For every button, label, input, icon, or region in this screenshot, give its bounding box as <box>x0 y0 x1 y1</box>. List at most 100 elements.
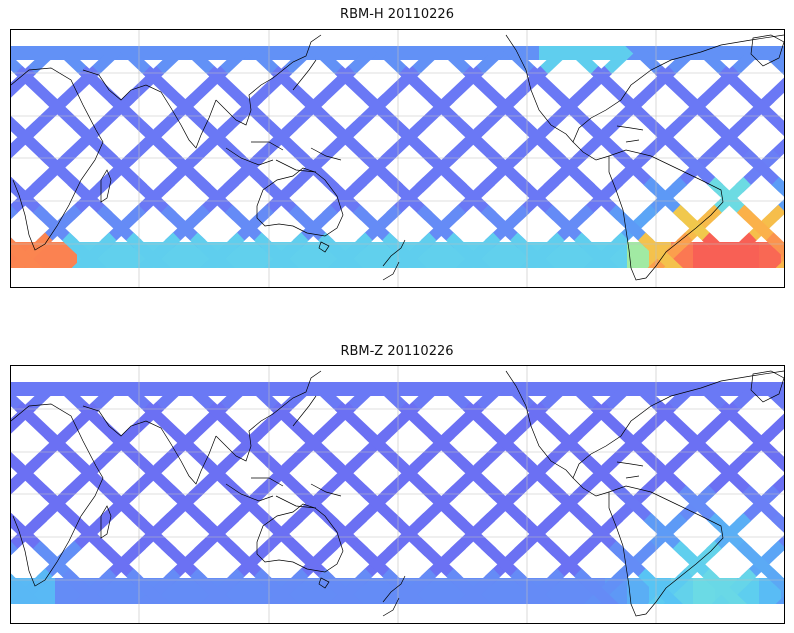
south-america-coast <box>608 485 724 617</box>
ascending-track-segment <box>455 232 501 268</box>
descending-track-segment <box>206 401 252 446</box>
descending-track-segment <box>585 457 630 501</box>
descending-track-segment <box>510 568 555 604</box>
ascending-track-segment <box>148 46 194 82</box>
north-band-cell <box>143 46 166 60</box>
descending-track-segment <box>480 204 526 249</box>
ascending-track-segment <box>770 199 784 221</box>
descending-track-segment <box>608 204 654 249</box>
south-band-cell <box>495 578 518 604</box>
ascending-track-segment <box>327 232 373 268</box>
ascending-track-segment <box>327 568 373 604</box>
ascending-track-segment <box>596 46 642 82</box>
descending-track-segment <box>201 457 246 501</box>
greenland-coast <box>750 34 784 67</box>
central-america-coast <box>572 477 610 497</box>
descending-track-segment <box>49 46 95 82</box>
descending-track-segment <box>521 457 566 501</box>
ascending-track-segment <box>212 46 258 82</box>
descending-track-segment <box>270 401 316 446</box>
descending-track-segment <box>96 204 142 249</box>
descending-track-segment <box>398 65 444 110</box>
descending-track-segment <box>491 93 537 138</box>
descending-track-segment <box>736 540 782 585</box>
descending-track-segment <box>649 121 694 165</box>
south-band-cell <box>231 578 254 604</box>
descending-track-segment <box>131 512 177 557</box>
satellite-tracks <box>11 382 784 604</box>
ascending-track-segment <box>764 138 784 165</box>
south-band-cell <box>627 242 650 268</box>
descending-track-segment <box>224 204 270 249</box>
descending-track-segment <box>702 232 747 268</box>
descending-track-segment <box>718 65 764 110</box>
descending-track-segment <box>352 204 398 249</box>
greenland-coast <box>750 370 784 403</box>
satellite-tracks <box>11 46 784 268</box>
descending-track-segment <box>462 65 508 110</box>
descending-track-segment <box>486 149 532 193</box>
descending-track-segment <box>241 46 287 82</box>
descending-track-segment <box>265 121 310 165</box>
descending-track-segment <box>742 485 784 529</box>
descending-track-segment <box>38 149 84 193</box>
descending-track-segment <box>515 512 561 557</box>
ascending-track-segment <box>340 46 386 82</box>
descending-track-segment <box>497 46 543 82</box>
north-america-coast <box>505 370 784 479</box>
south-band-cell <box>693 578 716 604</box>
arabia-india-coast <box>82 69 217 149</box>
caribbean-islands <box>616 461 644 479</box>
descending-track-segment <box>398 401 444 446</box>
africa-coast <box>11 403 104 587</box>
descending-track-segment <box>195 512 241 557</box>
new-zealand-coast <box>382 239 406 281</box>
descending-track-segment <box>318 568 363 604</box>
descending-track-segment <box>107 93 153 138</box>
descending-track-segment <box>166 485 212 529</box>
descending-track-segment <box>11 391 31 418</box>
north-band-cell <box>209 382 232 396</box>
descending-track-segment <box>683 429 729 474</box>
south-band-cell <box>561 578 584 604</box>
north-band-cell <box>11 46 34 60</box>
ascending-track-segment <box>20 382 66 418</box>
descending-track-segment <box>486 485 532 529</box>
descending-track-segment <box>544 540 590 585</box>
south-band-cell <box>429 242 452 268</box>
ascending-track-segment <box>647 232 693 268</box>
tasmania-coast <box>318 577 330 589</box>
descending-track-segment <box>235 429 281 474</box>
ascending-track-segment <box>764 474 784 501</box>
descending-track-segment <box>126 568 171 604</box>
ascending-track-segment <box>519 568 565 604</box>
descending-track-segment <box>224 540 270 585</box>
descending-track-segment <box>329 121 374 165</box>
coastlines <box>11 34 784 281</box>
descending-track-segment <box>579 512 625 557</box>
descending-track-segment <box>702 568 747 604</box>
descending-track-segment <box>497 382 543 418</box>
descending-track-segment <box>43 429 89 474</box>
descending-track-segment <box>11 116 25 138</box>
descending-track-segment <box>683 93 729 138</box>
north-band-cell <box>781 46 784 60</box>
ascending-track-segment <box>71 232 117 268</box>
descending-track-segment <box>555 429 601 474</box>
ascending-track-segment <box>391 568 437 604</box>
descending-track-segment <box>160 204 206 249</box>
descending-track-segment <box>480 540 526 585</box>
descending-track-segment <box>382 232 427 268</box>
descending-track-segment <box>190 568 235 604</box>
descending-track-segment <box>113 46 159 82</box>
descending-track-segment <box>713 457 758 501</box>
panel-2-title: RBM-Z 20110226 <box>340 344 454 359</box>
north-band-cell <box>143 382 166 396</box>
madagascar-coast <box>100 169 112 203</box>
descending-track-segment <box>416 204 462 249</box>
descending-track-segment <box>422 149 468 193</box>
north-band-cell <box>275 46 298 60</box>
descending-track-segment <box>579 176 625 221</box>
descending-track-segment <box>619 429 665 474</box>
descending-track-segment <box>11 573 43 604</box>
